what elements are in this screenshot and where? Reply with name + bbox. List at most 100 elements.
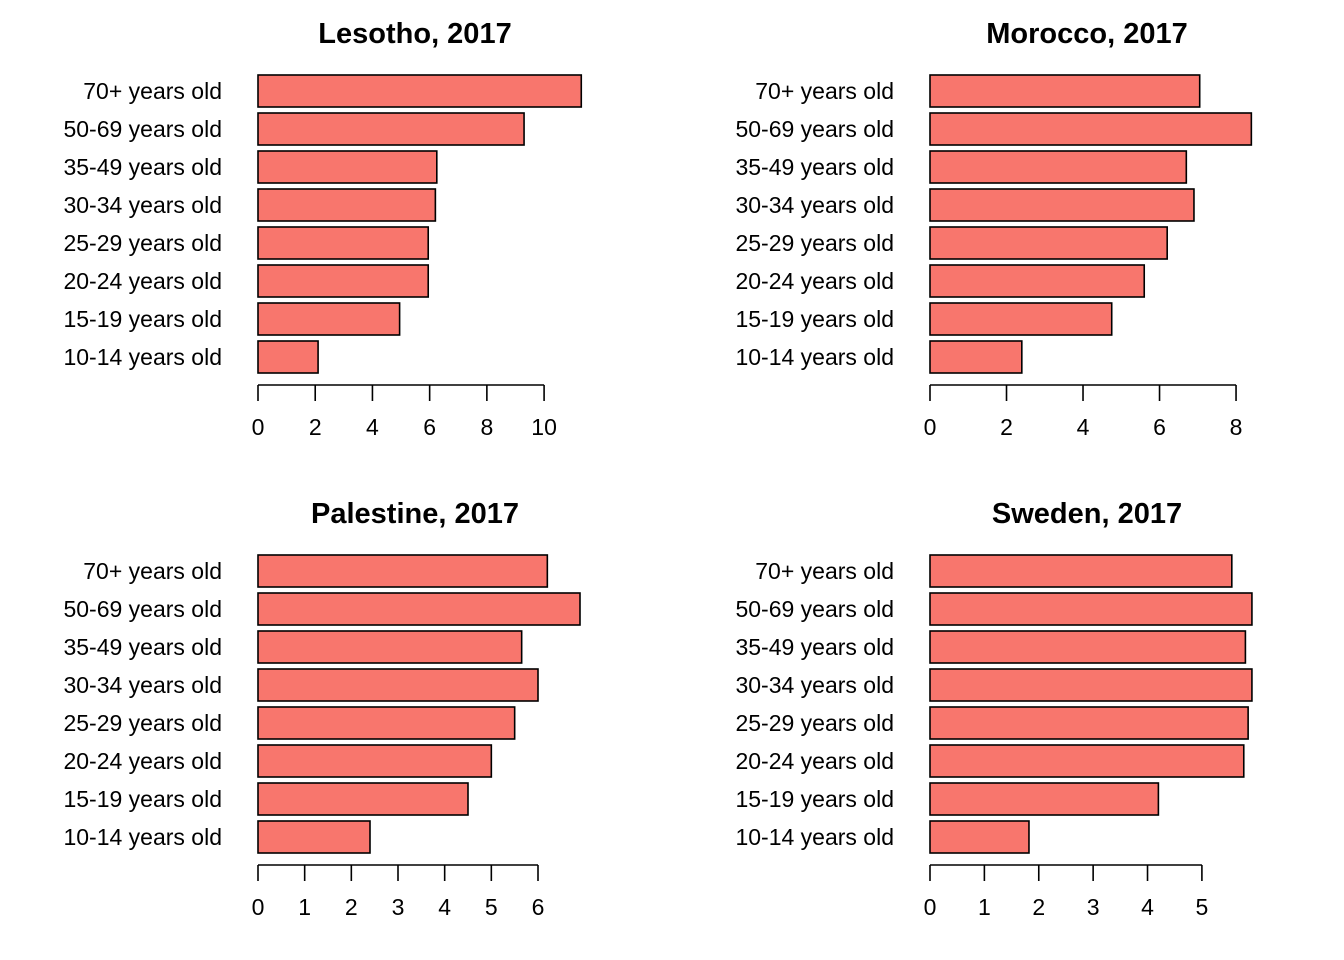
bar bbox=[929, 74, 1201, 108]
x-axis: 0 1 2 3 4 5 6 bbox=[252, 864, 545, 920]
bar bbox=[929, 706, 1249, 740]
category-label: 50-69 years old bbox=[735, 596, 894, 622]
tick-label: 0 bbox=[252, 414, 265, 440]
category-label: 30-34 years old bbox=[63, 192, 222, 218]
bar bbox=[929, 150, 1188, 184]
tick-label: 10 bbox=[531, 414, 557, 440]
bar bbox=[929, 188, 1195, 222]
tick-label: 4 bbox=[366, 414, 379, 440]
tick-label: 6 bbox=[423, 414, 436, 440]
bar bbox=[929, 112, 1253, 146]
tick-label: 2 bbox=[345, 894, 358, 920]
bar bbox=[929, 592, 1253, 626]
category-label: 20-24 years old bbox=[735, 748, 894, 774]
bar bbox=[929, 226, 1168, 260]
category-labels: 10-14 years old 15-19 years old 20-24 ye… bbox=[63, 78, 222, 370]
bar bbox=[257, 782, 469, 816]
panel-title: Morocco, 2017 bbox=[986, 18, 1187, 50]
category-label: 25-29 years old bbox=[735, 230, 894, 256]
bars bbox=[257, 554, 581, 854]
panel-title: Lesotho, 2017 bbox=[318, 18, 511, 50]
category-labels: 10-14 years old 15-19 years old 20-24 ye… bbox=[735, 558, 894, 850]
category-labels: 10-14 years old 15-19 years old 20-24 ye… bbox=[735, 78, 894, 370]
tick-label: 5 bbox=[1196, 894, 1209, 920]
category-label: 20-24 years old bbox=[63, 268, 222, 294]
tick-label: 2 bbox=[1032, 894, 1045, 920]
category-label: 15-19 years old bbox=[735, 786, 894, 812]
bar bbox=[257, 112, 525, 146]
tick-label: 2 bbox=[1000, 414, 1013, 440]
tick-label: 3 bbox=[392, 894, 405, 920]
category-label: 25-29 years old bbox=[63, 710, 222, 736]
category-label: 35-49 years old bbox=[63, 634, 222, 660]
bar bbox=[257, 592, 581, 626]
category-label: 70+ years old bbox=[755, 78, 894, 104]
panel-sweden: Sweden, 2017 10-14 years old 15-19 years… bbox=[735, 498, 1253, 920]
bar bbox=[929, 554, 1233, 588]
bar bbox=[929, 302, 1113, 336]
category-label: 70+ years old bbox=[755, 558, 894, 584]
category-label: 35-49 years old bbox=[63, 154, 222, 180]
bar bbox=[929, 782, 1160, 816]
category-label: 70+ years old bbox=[83, 78, 222, 104]
category-labels: 10-14 years old 15-19 years old 20-24 ye… bbox=[63, 558, 222, 850]
tick-label: 8 bbox=[480, 414, 493, 440]
bar bbox=[257, 630, 523, 664]
tick-label: 5 bbox=[485, 894, 498, 920]
category-label: 35-49 years old bbox=[735, 634, 894, 660]
panel-title: Sweden, 2017 bbox=[992, 498, 1182, 530]
category-label: 10-14 years old bbox=[63, 824, 222, 850]
category-label: 10-14 years old bbox=[63, 344, 222, 370]
category-label: 15-19 years old bbox=[735, 306, 894, 332]
category-label: 10-14 years old bbox=[735, 824, 894, 850]
bar bbox=[929, 264, 1146, 298]
bar bbox=[257, 264, 430, 298]
bar bbox=[929, 630, 1247, 664]
tick-label: 4 bbox=[1077, 414, 1090, 440]
bars bbox=[929, 554, 1253, 854]
tick-label: 6 bbox=[532, 894, 545, 920]
category-label: 10-14 years old bbox=[735, 344, 894, 370]
panel-title: Palestine, 2017 bbox=[311, 498, 519, 530]
bar bbox=[257, 226, 430, 260]
category-label: 35-49 years old bbox=[735, 154, 894, 180]
x-axis: 0 2 4 6 8 10 bbox=[252, 384, 557, 440]
tick-label: 1 bbox=[978, 894, 991, 920]
bars bbox=[257, 74, 583, 374]
bar bbox=[257, 668, 539, 702]
tick-label: 3 bbox=[1087, 894, 1100, 920]
x-axis: 0 1 2 3 4 5 bbox=[924, 864, 1209, 920]
category-label: 15-19 years old bbox=[63, 306, 222, 332]
bar bbox=[929, 820, 1030, 854]
tick-label: 2 bbox=[309, 414, 322, 440]
x-axis: 0 2 4 6 8 bbox=[924, 384, 1243, 440]
category-label: 15-19 years old bbox=[63, 786, 222, 812]
category-label: 25-29 years old bbox=[735, 710, 894, 736]
panel-palestine: Palestine, 2017 10-14 years old 15-19 ye… bbox=[63, 498, 581, 920]
tick-label: 0 bbox=[252, 894, 265, 920]
category-label: 50-69 years old bbox=[63, 116, 222, 142]
category-label: 20-24 years old bbox=[735, 268, 894, 294]
category-label: 20-24 years old bbox=[63, 748, 222, 774]
tick-label: 0 bbox=[924, 414, 937, 440]
bar bbox=[257, 74, 583, 108]
category-label: 30-34 years old bbox=[735, 672, 894, 698]
panel-lesotho: Lesotho, 2017 10-14 years old 15-19 year… bbox=[63, 18, 583, 440]
category-label: 50-69 years old bbox=[735, 116, 894, 142]
tick-label: 0 bbox=[924, 894, 937, 920]
bar bbox=[257, 188, 437, 222]
category-label: 50-69 years old bbox=[63, 596, 222, 622]
bars bbox=[929, 74, 1253, 374]
category-label: 30-34 years old bbox=[735, 192, 894, 218]
panel-morocco: Morocco, 2017 10-14 years old 15-19 year… bbox=[735, 18, 1253, 440]
bar bbox=[929, 744, 1245, 778]
bar bbox=[257, 302, 401, 336]
tick-label: 1 bbox=[298, 894, 311, 920]
bar bbox=[257, 150, 438, 184]
bar bbox=[257, 554, 549, 588]
tick-label: 8 bbox=[1230, 414, 1243, 440]
bar bbox=[257, 744, 493, 778]
category-label: 70+ years old bbox=[83, 558, 222, 584]
bar bbox=[929, 340, 1023, 374]
